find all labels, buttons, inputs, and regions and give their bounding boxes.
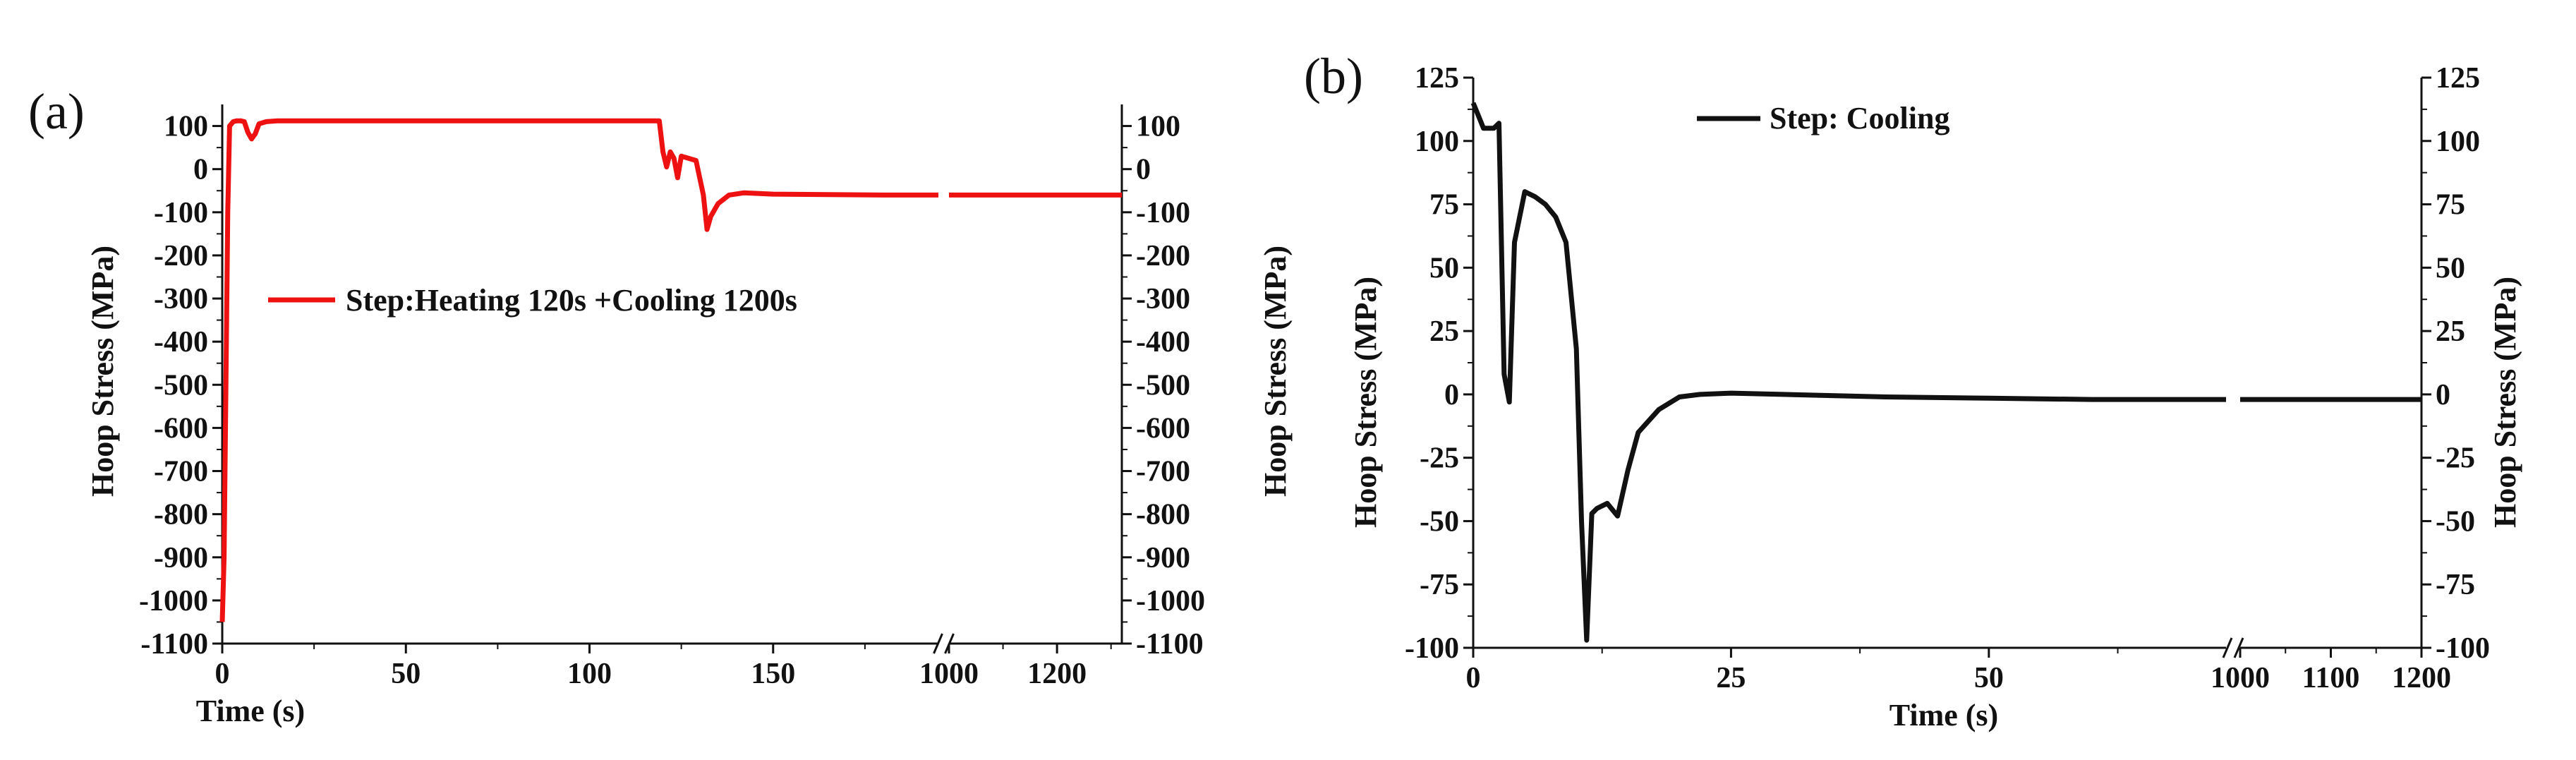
legend-b: Step: Cooling	[1697, 101, 1949, 135]
y-tick-label-right: -25	[2436, 442, 2475, 475]
y-tick-label-right: -800	[1136, 499, 1190, 531]
y-axis-title-right-b: Hoop Stress (MPa)	[2488, 277, 2522, 528]
y-axis-title-right-a: Hoop Stress (MPa)	[1258, 246, 1293, 497]
y-tick-label-right: -50	[2436, 505, 2475, 538]
y-tick-label-left: -500	[154, 369, 208, 402]
y-tick-label-left: 0	[1444, 379, 1459, 411]
y-tick-label-right: -900	[1136, 542, 1190, 574]
axis-break-gap	[939, 635, 948, 652]
y-tick-label-left: 75	[1429, 189, 1459, 222]
panel-label-b: (b)	[1304, 48, 1363, 104]
x-tick-label: 50	[391, 658, 421, 690]
y-tick-label-right: 0	[2436, 379, 2450, 411]
y-tick-label-right: -200	[1136, 240, 1190, 272]
y-tick-label-left: -100	[1405, 632, 1459, 665]
legend-label-b: Step: Cooling	[1770, 101, 1949, 135]
legend-a: Step:Heating 120s +Cooling 1200s	[268, 283, 797, 318]
y-tick-label-right: -1100	[1136, 628, 1204, 661]
series-line-main	[219, 118, 938, 622]
x-tick-label: 1000	[919, 658, 979, 690]
y-tick-label-right: 100	[2436, 126, 2480, 158]
axes-0: 1000-100-200-300-400-500-600-700-800-900…	[139, 104, 1205, 690]
y-axis-title-left-b: Hoop Stress (MPa)	[1348, 277, 1383, 528]
y-tick-label-left: -1000	[139, 585, 208, 617]
x-tick-label: 1200	[2392, 662, 2451, 694]
y-tick-label-left: -700	[154, 456, 208, 488]
x-tick-label: 1200	[1027, 658, 1087, 690]
panel-label-a: (a)	[28, 83, 85, 140]
x-tick-label: 50	[1974, 662, 2004, 694]
x-axis-title-a: Time (s)	[196, 694, 305, 728]
x-tick-label: 25	[1716, 662, 1746, 694]
chart-panel-a: (a) Time (s) Hoop Stress (MPa) Hoop Stre…	[28, 83, 1293, 728]
axis-break-mark	[2233, 637, 2244, 658]
y-tick-label-left: -75	[1420, 569, 1459, 601]
y-axis-title-left-a: Hoop Stress (MPa)	[85, 246, 120, 497]
y-tick-label-left: 125	[1415, 62, 1459, 95]
y-tick-label-right: -600	[1136, 412, 1190, 445]
y-tick-label-left: -100	[154, 197, 208, 229]
y-tick-label-left: -800	[154, 499, 208, 531]
y-tick-label-left: 100	[164, 111, 208, 143]
y-tick-label-right: 75	[2436, 189, 2465, 222]
x-tick-label: 1000	[2211, 662, 2270, 694]
y-tick-label-right: -75	[2436, 569, 2475, 601]
y-tick-label-right: -400	[1136, 326, 1190, 358]
y-tick-label-right: 100	[1136, 111, 1180, 143]
y-tick-label-right: 125	[2436, 62, 2480, 95]
y-tick-label-left: 50	[1429, 252, 1459, 284]
y-tick-label-left: -200	[154, 240, 208, 272]
y-tick-label-left: 25	[1429, 315, 1459, 348]
y-tick-label-left: -25	[1420, 442, 1459, 475]
y-tick-label-left: -400	[154, 326, 208, 358]
legend-label-a: Step:Heating 120s +Cooling 1200s	[346, 283, 797, 318]
axis-break-mark	[933, 633, 943, 654]
y-tick-label-right: -100	[1136, 197, 1190, 229]
y-tick-label-left: 0	[193, 154, 208, 186]
y-tick-label-right: -1000	[1136, 585, 1205, 617]
y-tick-label-left: -600	[154, 412, 208, 445]
x-axis-title-b: Time (s)	[1889, 698, 1998, 732]
x-tick-label: 0	[1466, 662, 1481, 694]
axes-1: 1251007550250-25-50-75-1001251007550250-…	[1405, 62, 2490, 694]
x-tick-label: 1100	[2302, 662, 2360, 694]
y-tick-label-right: 50	[2436, 252, 2465, 284]
y-tick-label-left: 100	[1415, 126, 1459, 158]
y-tick-label-right: -100	[2436, 632, 2490, 665]
series-line-main	[1470, 102, 2226, 643]
y-tick-label-right: 25	[2436, 315, 2465, 348]
x-tick-label: 150	[751, 658, 795, 690]
y-tick-label-right: -300	[1136, 283, 1190, 315]
y-tick-label-left: -300	[154, 283, 208, 315]
x-tick-label: 0	[215, 658, 230, 690]
axis-break-mark	[2222, 637, 2233, 658]
axis-break-gap	[2227, 639, 2239, 656]
y-tick-label-left: -1100	[140, 628, 208, 661]
y-tick-label-right: -700	[1136, 456, 1190, 488]
y-tick-label-left: -50	[1420, 505, 1459, 538]
y-tick-label-right: -500	[1136, 369, 1190, 402]
x-tick-label: 100	[567, 658, 612, 690]
chart-panel-b: (b) Time (s) Hoop Stress (MPa) Hoop Stre…	[1304, 48, 2522, 732]
y-tick-label-right: 0	[1136, 154, 1151, 186]
y-tick-label-left: -900	[154, 542, 208, 574]
